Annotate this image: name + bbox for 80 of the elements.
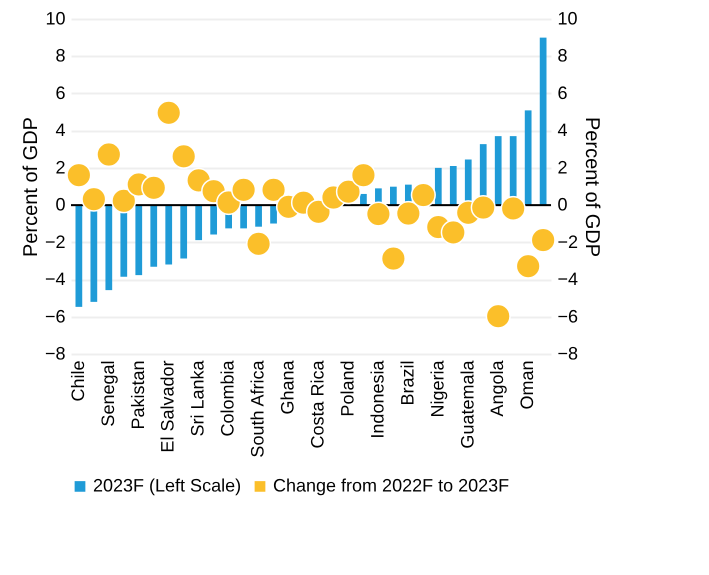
y-tick-label: −4: [44, 269, 66, 290]
y2-tick-label: 10: [558, 8, 578, 28]
y-tick-label: −8: [44, 344, 66, 364]
x-tick-label: Sri Lanka: [188, 360, 208, 437]
point: [81, 186, 106, 212]
point: [96, 142, 122, 168]
point: [530, 228, 556, 253]
point: [156, 100, 182, 126]
y-tick-label: 10: [45, 8, 66, 28]
x-tick-label: Ghana: [278, 360, 298, 415]
x-tick-label: El Salvador: [158, 360, 178, 453]
point: [246, 231, 272, 256]
legend-label: 2023F (Left Scale): [93, 475, 242, 496]
y-tick-label: 8: [55, 46, 66, 66]
point: [231, 177, 256, 202]
bar: [255, 205, 262, 227]
bar: [75, 205, 82, 307]
point: [350, 162, 376, 188]
x-tick-label: Brazil: [397, 360, 418, 406]
point: [440, 220, 466, 246]
y2-tick-label: 0: [558, 194, 568, 215]
y2-tick-label: −2: [558, 232, 578, 252]
x-tick-label: Poland: [337, 360, 358, 417]
y2-tick-label: −8: [558, 344, 578, 364]
y-tick-label: 6: [55, 82, 66, 103]
y2-tick-label: 2: [558, 157, 568, 178]
bar: [434, 168, 442, 206]
point: [141, 175, 166, 200]
bar: [240, 205, 247, 228]
x-tick-label: Guatemala: [457, 360, 478, 449]
y-tick-label: 4: [55, 120, 66, 140]
point: [171, 144, 196, 169]
x-tick-label: Nigeria: [427, 360, 448, 418]
x-tick-label: Pakistan: [128, 360, 148, 430]
y2-tick-label: −6: [558, 306, 578, 326]
x-tick-label: Angola: [487, 360, 508, 417]
point: [336, 179, 362, 204]
point: [111, 188, 136, 214]
x-tick-label: Chile: [68, 360, 88, 402]
y2-axis-title: Percent of GDP: [581, 116, 604, 258]
bar: [135, 205, 142, 276]
bar: [195, 205, 202, 240]
x-tick-label: Indonesia: [367, 360, 388, 439]
point: [486, 304, 511, 329]
bar: [210, 205, 218, 235]
bar: [524, 110, 532, 206]
point: [410, 182, 436, 208]
legend-label: Change from 2022F to 2023F: [273, 475, 510, 496]
bar: [165, 205, 172, 264]
bar: [105, 205, 112, 290]
y-tick-label: −6: [44, 306, 66, 326]
bar: [540, 38, 547, 206]
y2-tick-label: 6: [558, 82, 568, 103]
y2-tick-label: 8: [558, 46, 568, 66]
point: [500, 196, 526, 222]
x-tick-label: South Africa: [248, 360, 268, 458]
point: [396, 200, 421, 226]
x-tick-label: Senegal: [98, 360, 118, 427]
bar: [494, 136, 502, 206]
point: [366, 201, 391, 227]
point: [516, 254, 541, 279]
point: [470, 194, 496, 220]
point: [380, 246, 406, 272]
x-tick-label: Colombia: [218, 360, 238, 437]
x-tick-label: Costa Rica: [307, 360, 328, 449]
y2-tick-label: 4: [558, 120, 568, 140]
point: [66, 162, 92, 188]
bar: [390, 186, 397, 206]
bar: [150, 205, 158, 267]
y-tick-label: −2: [44, 232, 66, 252]
point: [306, 199, 332, 224]
y-tick-label: 2: [55, 157, 66, 178]
point: [260, 177, 286, 202]
bar: [270, 205, 277, 224]
bar: [180, 205, 188, 259]
y-axis-title: Percent of GDP: [20, 116, 42, 258]
y-tick-label: 0: [55, 194, 66, 215]
y2-tick-label: −4: [558, 269, 578, 290]
x-tick-label: Oman: [517, 360, 538, 410]
bar: [450, 166, 457, 206]
